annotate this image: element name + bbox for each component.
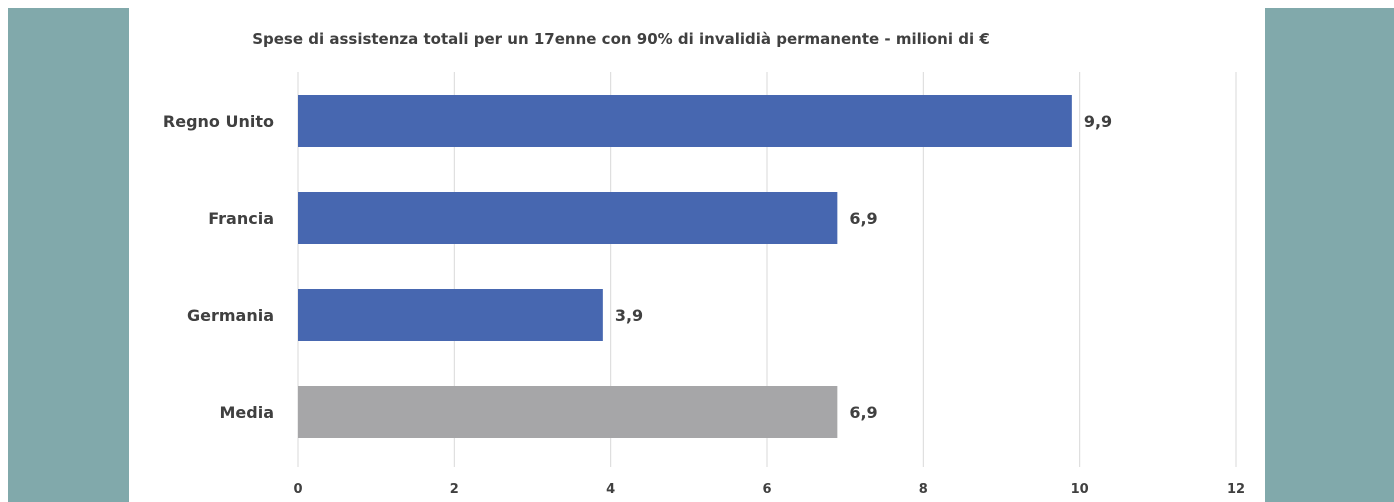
bar-regno-unito [298, 95, 1072, 147]
category-label: Germania [187, 306, 274, 325]
value-label: 6,9 [849, 209, 877, 228]
category-label: Francia [208, 209, 274, 228]
bar-germania [298, 289, 603, 341]
x-tick-label: 12 [1227, 482, 1245, 497]
category-labels: Regno Unito Francia Germania Media [163, 112, 274, 422]
x-tick-label: 0 [293, 482, 302, 497]
x-tick-label: 8 [919, 482, 928, 497]
x-tick-label: 2 [450, 482, 459, 497]
bar-francia [298, 192, 838, 244]
x-tick-labels: 0 2 4 6 8 10 12 [293, 482, 1245, 497]
x-tick-label: 6 [762, 482, 771, 497]
category-label: Media [219, 403, 274, 422]
chart-area: Spese di assistenza totali per un 17enne… [129, 0, 1265, 502]
value-labels: 9,9 6,9 3,9 6,9 [615, 112, 1112, 422]
left-side-panel [8, 8, 129, 502]
bar-media [298, 386, 838, 438]
chart-title: Spese di assistenza totali per un 17enne… [252, 30, 990, 48]
bar-chart: Spese di assistenza totali per un 17enne… [163, 30, 1245, 497]
value-label: 6,9 [849, 403, 877, 422]
x-tick-label: 10 [1071, 482, 1089, 497]
category-label: Regno Unito [163, 112, 274, 131]
x-tick-label: 4 [606, 482, 615, 497]
value-label: 3,9 [615, 306, 643, 325]
value-label: 9,9 [1084, 112, 1112, 131]
bars [298, 95, 1072, 438]
right-side-panel [1265, 8, 1394, 502]
